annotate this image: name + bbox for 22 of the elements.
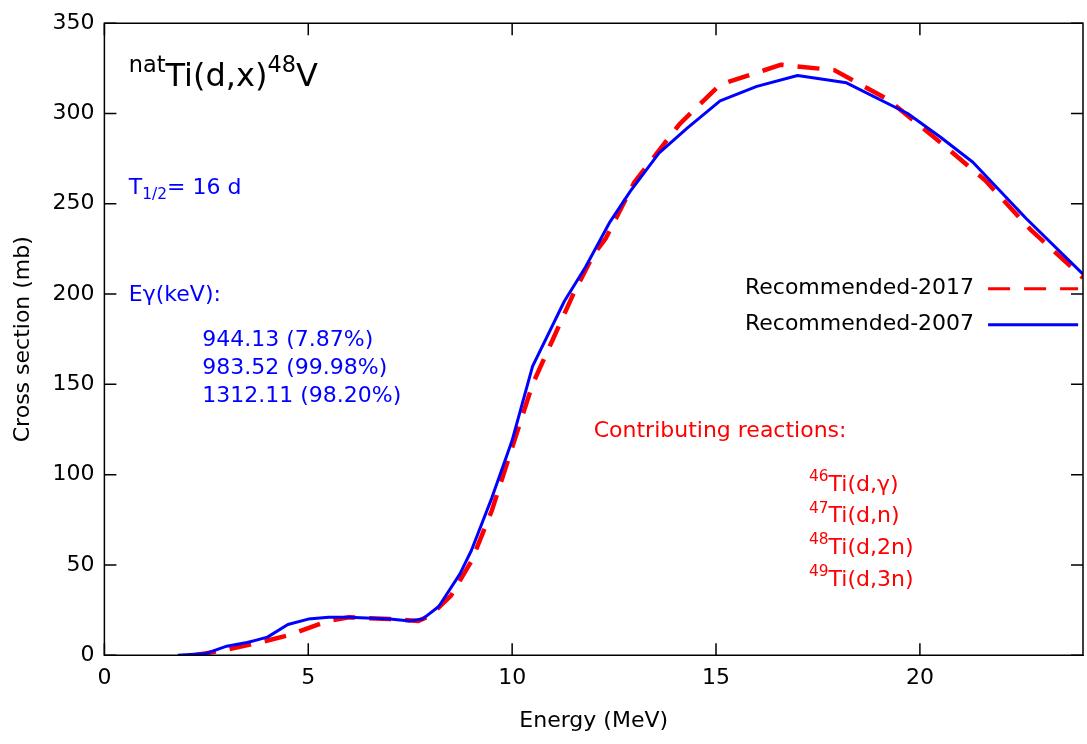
x-tick-label: 5 [301,664,316,690]
legend-label: Recommended-2007 [744,310,975,336]
y-tick-label: 150 [52,370,95,396]
x-tick-label: 0 [97,664,112,690]
x-tick-label: 20 [905,664,934,690]
x-tick-label: 15 [702,664,731,690]
y-tick-label: 50 [66,550,95,576]
x-axis-title: Energy (MeV) [519,706,669,732]
x-tick-label: 10 [498,664,527,690]
annotation: 944.13 (7.87%) [202,325,374,351]
y-tick-label: 200 [52,279,95,305]
y-tick-label: 100 [52,460,95,486]
annotation: Contributing reactions: [593,417,847,443]
annotation: Eγ(keV): [128,281,221,307]
y-axis-title: Cross section (mb) [8,236,34,443]
y-tick-label: 300 [52,99,95,125]
legend-label: Recommended-2017 [744,274,975,300]
y-tick-label: 350 [52,8,95,34]
y-tick-label: 250 [52,189,95,215]
y-tick-label: 0 [80,640,95,666]
annotation: 983.52 (99.98%) [202,353,388,379]
annotation: 1312.11 (98.20%) [202,382,402,408]
